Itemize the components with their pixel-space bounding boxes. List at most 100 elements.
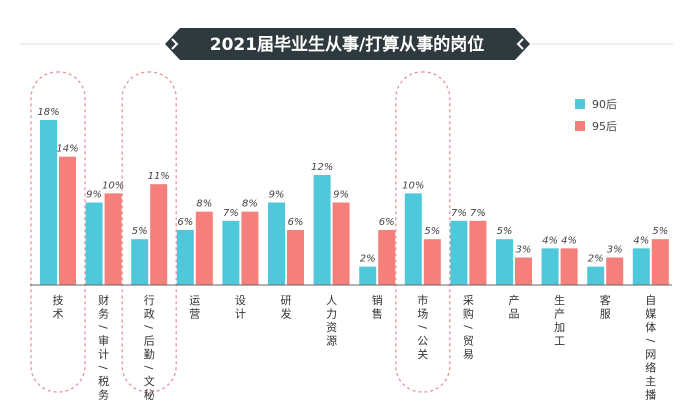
bar-95-12 [606,257,624,285]
value-label-90-3: 6% [177,217,193,228]
bar-95-4 [241,211,259,285]
value-label-90-4: 7% [223,208,239,219]
category-label-5-char-0: 研 [281,294,292,307]
category-label-13-char-4: 网 [645,348,656,361]
bar-90-3 [176,230,194,285]
category-label-9-char-2: / [461,325,474,329]
highlight-outline-0 [30,71,86,393]
category-label-13-char-1: 媒 [645,308,656,321]
bar-90-4 [222,220,240,285]
category-label-12-char-1: 服 [600,308,611,321]
category-label-1-char-5: / [97,366,110,370]
bar-95-2 [150,184,168,285]
category-label-1-char-6: 税 [98,374,109,388]
bar-95-11 [560,248,578,285]
category-label-9-char-3: 贸 [463,335,474,348]
category-label-2-char-6: 文 [144,374,155,388]
value-label-95-13: 5% [652,226,668,237]
bar-90-2 [131,239,149,285]
category-label-2-char-1: 政 [144,307,155,321]
title-banner: 2021届毕业生从事/打算从事的岗位 [20,28,673,60]
chevron-right-icon [171,38,179,50]
category-label-8-char-3: 公 [417,335,428,348]
category-label-1-char-2: / [97,325,110,329]
category-label-8-char-0: 市 [417,293,428,307]
category-label-1-char-1: 务 [98,308,109,321]
value-label-95-10: 3% [516,245,532,256]
bar-90-9 [450,220,468,285]
bar-95-8 [423,239,441,285]
highlight-outline-8 [395,71,451,393]
category-label-12-char-0: 客 [600,293,611,307]
category-label-11-char-2: 加 [554,321,565,334]
category-label-13-char-0: 自 [645,294,656,307]
value-label-95-4: 8% [242,199,258,210]
highlight-outline-2 [121,71,177,393]
category-label-8-char-1: 场 [417,307,428,321]
bar-90-8 [404,193,422,285]
category-label-3-char-0: 运 [189,294,200,307]
value-label-95-8: 5% [424,226,440,237]
category-label-2-char-7: 秘 [144,388,155,402]
bar-90-7 [359,266,377,285]
chevron-left-icon [516,38,524,50]
value-label-90-7: 2% [360,254,376,265]
category-label-6-char-1: 力 [326,308,337,321]
category-label-2-char-3: 后 [144,335,155,348]
value-label-95-2: 11% [148,171,170,182]
category-label-13-char-2: 体 [645,320,656,334]
category-label-10-char-1: 品 [509,308,520,321]
category-label-6-char-0: 人 [326,294,337,307]
category-label-7-char-1: 售 [372,307,383,321]
bar-90-6 [313,175,331,285]
category-label-4-char-1: 计 [235,308,246,321]
category-label-2-char-4: 勤 [144,348,155,361]
value-labels-group: 18%14%9%10%5%11%6%8%7%8%9%6%12%9%2%6%10%… [37,107,668,265]
category-label-2-char-0: 行 [144,294,155,307]
category-label-1-char-7: 务 [98,389,109,402]
value-label-90-10: 5% [497,226,513,237]
chart-title: 2021届毕业生从事/打算从事的岗位 [210,34,485,55]
category-label-1-char-4: 计 [98,348,109,361]
category-label-0-char-1: 术 [53,308,64,321]
value-label-90-13: 4% [633,235,649,246]
bar-90-12 [587,266,605,285]
bar-95-6 [332,202,350,285]
value-label-90-1: 9% [86,190,102,201]
category-label-11-char-1: 产 [554,307,565,321]
category-label-11-char-0: 生 [554,293,565,307]
bar-90-0 [40,120,57,285]
bar-90-5 [268,202,285,285]
category-label-13-char-7: 播 [645,388,656,402]
bar-95-13 [651,239,669,285]
category-label-2-char-2: / [142,325,155,329]
bar-90-13 [632,248,650,285]
category-labels-group: 技术财务/审计/税务行政/后勤/文秘运营设计研发人力资源销售市场/公关采购/贸易… [53,293,657,402]
category-label-1-char-3: 审 [98,334,109,348]
legend-swatch-90 [575,99,585,109]
value-label-90-5: 9% [269,190,285,201]
category-label-6-char-2: 资 [326,321,337,334]
value-label-90-12: 2% [588,254,604,265]
value-label-95-7: 6% [379,217,395,228]
value-label-90-11: 4% [542,235,558,246]
bar-95-5 [287,230,304,285]
value-label-90-6: 12% [311,162,333,173]
value-label-95-9: 7% [470,208,486,219]
category-label-0-char-0: 技 [53,294,64,307]
category-label-5-char-1: 发 [281,307,292,321]
bar-90-10 [496,239,513,285]
value-label-95-3: 8% [196,199,212,210]
bar-90-11 [541,248,559,285]
value-label-90-9: 7% [451,208,467,219]
category-label-2-char-5: / [142,366,155,370]
legend-label-95: 95后 [592,120,617,133]
legend-label-90: 90后 [592,98,617,111]
bar-95-3 [195,211,213,285]
bars-group [40,120,669,285]
value-label-95-0: 14% [56,144,78,155]
bar-95-0 [59,156,76,285]
category-label-8-char-2: / [416,325,429,329]
category-label-9-char-0: 采 [463,294,474,307]
